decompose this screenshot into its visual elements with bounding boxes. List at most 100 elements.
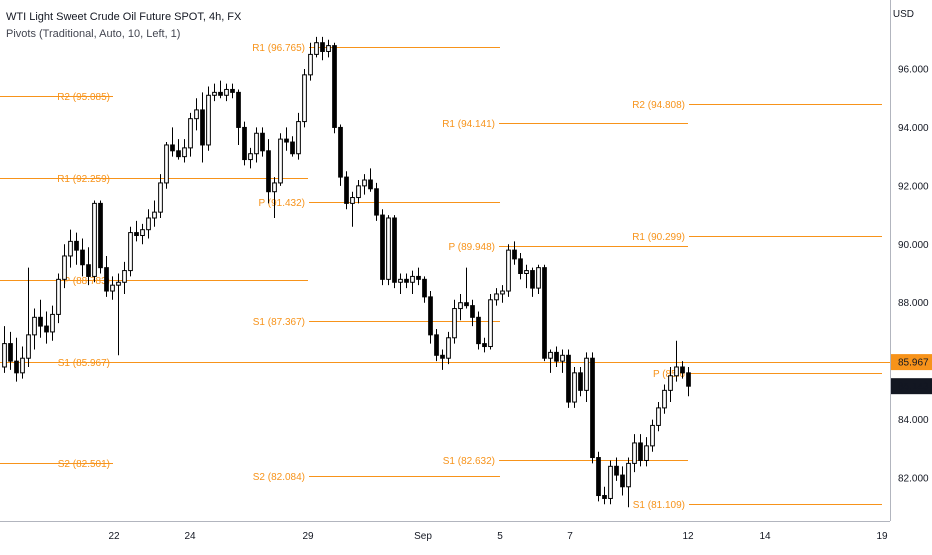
candle-down xyxy=(8,343,13,362)
candle-up xyxy=(536,267,541,289)
candle-down xyxy=(134,232,139,237)
candle-down xyxy=(512,249,517,260)
candle-up xyxy=(314,42,319,55)
candle-down xyxy=(74,240,79,251)
pivot-label: P (89.948) xyxy=(448,242,495,253)
candle-up xyxy=(32,316,37,336)
pivot-label: R2 (94.808) xyxy=(632,100,685,111)
currency-label[interactable]: USD xyxy=(892,9,914,20)
candles-layer xyxy=(2,36,691,508)
candle-up xyxy=(458,302,463,310)
candle-up xyxy=(26,334,31,359)
candle-up xyxy=(326,45,331,52)
candle-up xyxy=(158,182,163,213)
price-axis-ticks[interactable]: 96.00094.00092.00090.00088.00086.00084.0… xyxy=(898,65,929,485)
candle-up xyxy=(626,462,631,488)
candle-down xyxy=(470,305,475,318)
candle-up xyxy=(92,202,97,277)
time-axis-ticks[interactable]: 22 24 29 Sep 5 7 12 14 19 xyxy=(108,531,888,542)
candle-up xyxy=(254,132,259,155)
candle-down xyxy=(38,316,43,327)
pivot-lines-layer: R2 (95.085) R1 (92.259) P (88.783) S1 (85.9… xyxy=(0,43,890,511)
price-tag-box xyxy=(891,378,932,395)
price-tags: 85.967 85.143 xyxy=(891,354,932,395)
time-tick-label: 22 xyxy=(108,531,120,542)
candle-down xyxy=(380,214,385,280)
candle-down xyxy=(416,275,421,280)
candle-down xyxy=(404,278,409,283)
candle-up xyxy=(206,94,211,146)
candle-down xyxy=(602,495,607,499)
time-tick-label: 5 xyxy=(497,531,503,542)
candle-down xyxy=(368,179,373,190)
candle-up xyxy=(56,278,61,315)
candle-up xyxy=(164,144,169,184)
candle-down xyxy=(14,360,19,374)
candle-up xyxy=(356,185,361,199)
candle-down xyxy=(428,296,433,336)
pivot-label: P (85.6 xyxy=(653,369,685,380)
candle-up xyxy=(182,147,187,158)
candle-up xyxy=(194,109,199,120)
candle-down xyxy=(86,264,91,277)
candle-down xyxy=(638,442,643,461)
pivot-label: R1 (96.765) xyxy=(252,43,305,54)
candle-down xyxy=(518,258,523,275)
candle-up xyxy=(560,354,565,362)
candle-down xyxy=(338,126,343,178)
price-tick-label: 94.000 xyxy=(898,123,929,134)
candle-up xyxy=(650,424,655,447)
candle-up xyxy=(278,138,283,184)
candle-down xyxy=(476,316,481,345)
axes-layer xyxy=(0,0,891,522)
candle-up xyxy=(410,275,415,283)
pivot-label: S1 (87.367) xyxy=(253,317,305,328)
candle-down xyxy=(260,132,265,152)
candle-down xyxy=(596,457,601,497)
candle-down xyxy=(332,45,337,128)
candle-up xyxy=(644,445,649,461)
candle-up xyxy=(656,407,661,426)
candle-up xyxy=(272,182,277,193)
candle-down xyxy=(392,217,397,283)
candle-up xyxy=(224,88,229,96)
pivot-label: R1 (92.259) xyxy=(57,174,110,185)
candle-down xyxy=(284,138,289,143)
candle-down xyxy=(236,91,241,128)
candle-down xyxy=(566,354,571,403)
symbol-title[interactable]: WTI Light Sweet Crude Oil Future SPOT, 4… xyxy=(6,11,242,23)
pivot-label: S1 (85.967) xyxy=(58,358,110,369)
candle-up xyxy=(674,366,679,377)
candle-up xyxy=(140,229,145,237)
price-tag-label: 85.967 xyxy=(898,358,929,369)
candle-down xyxy=(530,270,535,289)
pivot-label: R1 (94.141) xyxy=(442,119,495,130)
pivot-label: R2 (95.085) xyxy=(57,92,110,103)
candle-down xyxy=(578,372,583,391)
candle-down xyxy=(320,42,325,52)
candle-up xyxy=(350,197,355,204)
price-tick-label: 90.000 xyxy=(898,240,929,251)
candle-up xyxy=(248,153,253,161)
candle-down xyxy=(590,357,595,459)
candle-up xyxy=(500,290,505,295)
indicator-legend[interactable]: Pivots (Traditional, Auto, 10, Left, 1) xyxy=(6,28,181,40)
pivot-label: P (88.783) xyxy=(63,276,110,287)
pivot-label: S2 (82.501) xyxy=(58,459,110,470)
candle-down xyxy=(482,343,487,348)
pivot-label: S1 (82.632) xyxy=(443,456,495,467)
candle-up xyxy=(506,249,511,292)
pivot-label: R1 (90.299) xyxy=(632,232,685,243)
candle-up xyxy=(68,240,73,257)
candle-up xyxy=(296,121,301,155)
price-tick-label: 84.000 xyxy=(898,415,929,426)
time-tick-label: 24 xyxy=(184,531,196,542)
candle-down xyxy=(620,474,625,488)
time-tick-label: 14 xyxy=(759,531,771,542)
candle-up xyxy=(128,232,133,272)
candle-down xyxy=(80,249,85,266)
candle-up xyxy=(50,313,55,333)
candle-down xyxy=(422,278,427,298)
